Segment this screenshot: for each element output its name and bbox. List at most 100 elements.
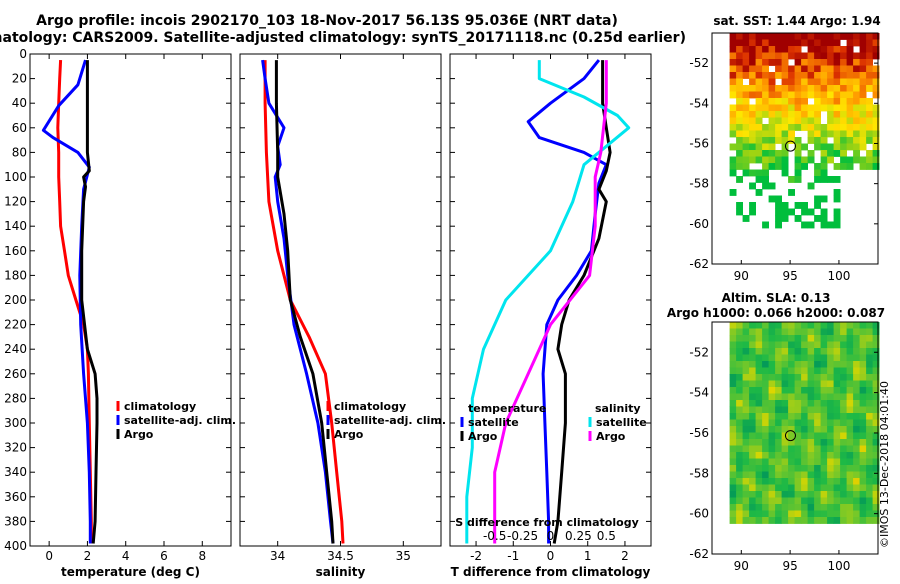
map-cell <box>794 432 802 440</box>
map-cell <box>736 104 743 112</box>
map-cell <box>729 156 737 164</box>
map-cell <box>742 471 750 479</box>
map-cell <box>801 39 808 47</box>
x-tick-label: -2 <box>470 549 482 563</box>
map-cell <box>840 348 847 355</box>
map-cell <box>788 458 795 466</box>
map-cell <box>833 91 841 99</box>
y-tick-label: 260 <box>4 367 27 381</box>
x-tick-label: 0 <box>547 549 555 563</box>
map-cell <box>742 341 750 349</box>
map-cell <box>801 341 808 349</box>
map-cell <box>788 65 795 73</box>
map-cell <box>749 419 756 427</box>
map-cell <box>801 156 808 164</box>
map-cell <box>807 452 815 459</box>
map-cell <box>846 426 854 433</box>
map-cell <box>781 380 789 388</box>
map-cell <box>788 130 795 138</box>
map-cell <box>788 85 795 92</box>
map-cell <box>768 39 776 47</box>
map-cell <box>859 413 867 420</box>
map-cell <box>859 156 867 164</box>
map-cell <box>827 452 834 459</box>
map-cell <box>866 419 873 427</box>
map-cell <box>827 78 834 86</box>
map-cell <box>775 322 782 329</box>
map-cell <box>846 400 854 407</box>
map-cell <box>801 432 808 440</box>
map-cell <box>794 445 802 453</box>
map-cell <box>762 46 769 53</box>
map-cell <box>807 33 815 40</box>
map-cell <box>840 111 847 118</box>
map-cell <box>736 465 743 472</box>
map-cell <box>853 458 860 466</box>
map-cell <box>820 426 828 433</box>
map-cell <box>762 111 769 118</box>
map-cell <box>859 491 867 498</box>
map-cell <box>788 510 795 518</box>
map-cell <box>853 143 860 151</box>
map-cell <box>807 78 815 86</box>
map-cell <box>755 322 763 329</box>
map-cell <box>742 104 750 112</box>
map-cell <box>794 78 802 86</box>
map-cell <box>729 491 737 498</box>
map-cell <box>807 354 815 362</box>
sla-map: -52 -54 -56 -58 -60 -62 90 95 100 <box>689 321 880 573</box>
map-cell <box>781 439 789 446</box>
map-cell <box>788 361 795 368</box>
map-cell <box>859 341 867 349</box>
map-cell <box>853 98 860 105</box>
map-cell <box>866 156 873 164</box>
map-cell <box>742 130 750 138</box>
map-cell <box>840 491 847 498</box>
map-cell <box>749 169 756 177</box>
map-cell <box>781 484 789 492</box>
map-cell <box>814 465 821 472</box>
map-cell <box>788 33 795 40</box>
map-cell <box>781 208 789 216</box>
map-cell <box>853 374 860 381</box>
map-cell <box>794 72 802 79</box>
map-cell <box>872 484 880 492</box>
map-cell <box>755 387 763 394</box>
map-cell <box>814 322 821 329</box>
map-cell <box>801 52 808 60</box>
map-cell <box>833 393 841 401</box>
map-cell <box>846 367 854 375</box>
map-cell <box>846 458 854 466</box>
map-cell <box>827 419 834 427</box>
temperature-panel: 0204060801001201401601802002202402602803… <box>4 47 236 579</box>
map-cell <box>801 504 808 511</box>
map-cell <box>736 504 743 511</box>
map-cell <box>833 111 841 118</box>
map-cell <box>755 510 763 518</box>
map-cell <box>820 419 828 427</box>
map-cell <box>807 510 815 518</box>
map-cell <box>820 59 828 66</box>
map-cell <box>827 328 834 336</box>
map-cell <box>807 419 815 427</box>
map-cell <box>866 341 873 349</box>
map-cell <box>814 478 821 485</box>
map-cell <box>827 33 834 40</box>
map-cell <box>762 169 769 177</box>
map-cell <box>729 341 737 349</box>
map-cell <box>742 432 750 440</box>
map-cell <box>807 517 815 524</box>
map-cell <box>833 65 841 73</box>
map-cell <box>814 98 821 105</box>
map-cell <box>820 78 828 86</box>
map-cell <box>814 445 821 453</box>
map-cell <box>788 52 795 60</box>
y-tick-label: 360 <box>4 490 27 504</box>
map-cell <box>794 478 802 485</box>
map-cell <box>794 91 802 99</box>
map-cell <box>742 354 750 362</box>
map-cell <box>775 137 782 144</box>
map-cell <box>872 65 880 73</box>
map-cell <box>742 111 750 118</box>
map-cell <box>742 452 750 459</box>
